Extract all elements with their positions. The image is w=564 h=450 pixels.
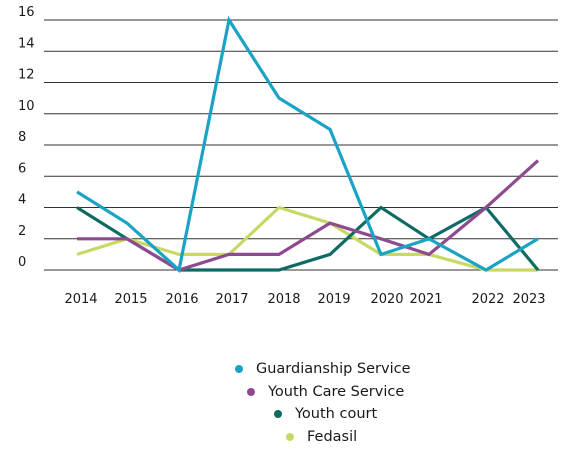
legend-marker xyxy=(274,410,282,418)
legend-marker xyxy=(247,388,255,396)
x-axis-ticks: 2014 2015 2016 2017 2018 2019 2020 2021 2022 2023 xyxy=(64,292,545,307)
y-tick-label: 4 xyxy=(18,193,26,208)
grid-layer xyxy=(44,19,558,271)
legend-label: Fedasil xyxy=(307,429,358,445)
y-tick-label: 12 xyxy=(18,68,35,83)
y-tick-label: 0 xyxy=(18,255,26,270)
x-tick-label: 2021 xyxy=(409,292,442,307)
y-tick-label: 10 xyxy=(18,99,35,114)
legend-label: Youth court xyxy=(295,406,378,422)
x-tick-label: 2015 xyxy=(114,292,147,307)
series-line-youth-care-service xyxy=(77,159,540,272)
y-tick-label: 6 xyxy=(18,161,26,176)
legend-label: Youth Care Service xyxy=(268,384,405,400)
legend-item: Guardianship Service xyxy=(235,361,411,377)
x-tick-label: 2019 xyxy=(317,292,350,307)
y-tick-label: 16 xyxy=(18,5,35,20)
legend-marker xyxy=(286,433,294,441)
legend-item: Youth Care Service xyxy=(247,384,404,400)
x-tick-label: 2022 xyxy=(471,292,504,307)
x-tick-label: 2017 xyxy=(215,292,248,307)
legend-marker xyxy=(235,365,243,373)
y-tick-label: 2 xyxy=(18,224,26,239)
x-tick-label: 2016 xyxy=(165,292,198,307)
series-line-guardianship-service xyxy=(76,15,539,274)
series-layer xyxy=(76,15,540,274)
x-tick-label: 2018 xyxy=(267,292,300,307)
legend-label: Guardianship Service xyxy=(256,361,411,377)
x-tick-label: 2020 xyxy=(370,292,403,307)
y-tick-label: 14 xyxy=(18,36,35,51)
x-tick-label: 2014 xyxy=(64,292,97,307)
x-tick-label: 2023 xyxy=(512,292,545,307)
y-tick-label: 8 xyxy=(18,130,26,145)
legend-item: Fedasil xyxy=(286,429,357,445)
legend-item: Youth court xyxy=(274,406,377,422)
y-axis-ticks: 0 2 4 6 8 10 12 14 16 xyxy=(18,5,35,270)
